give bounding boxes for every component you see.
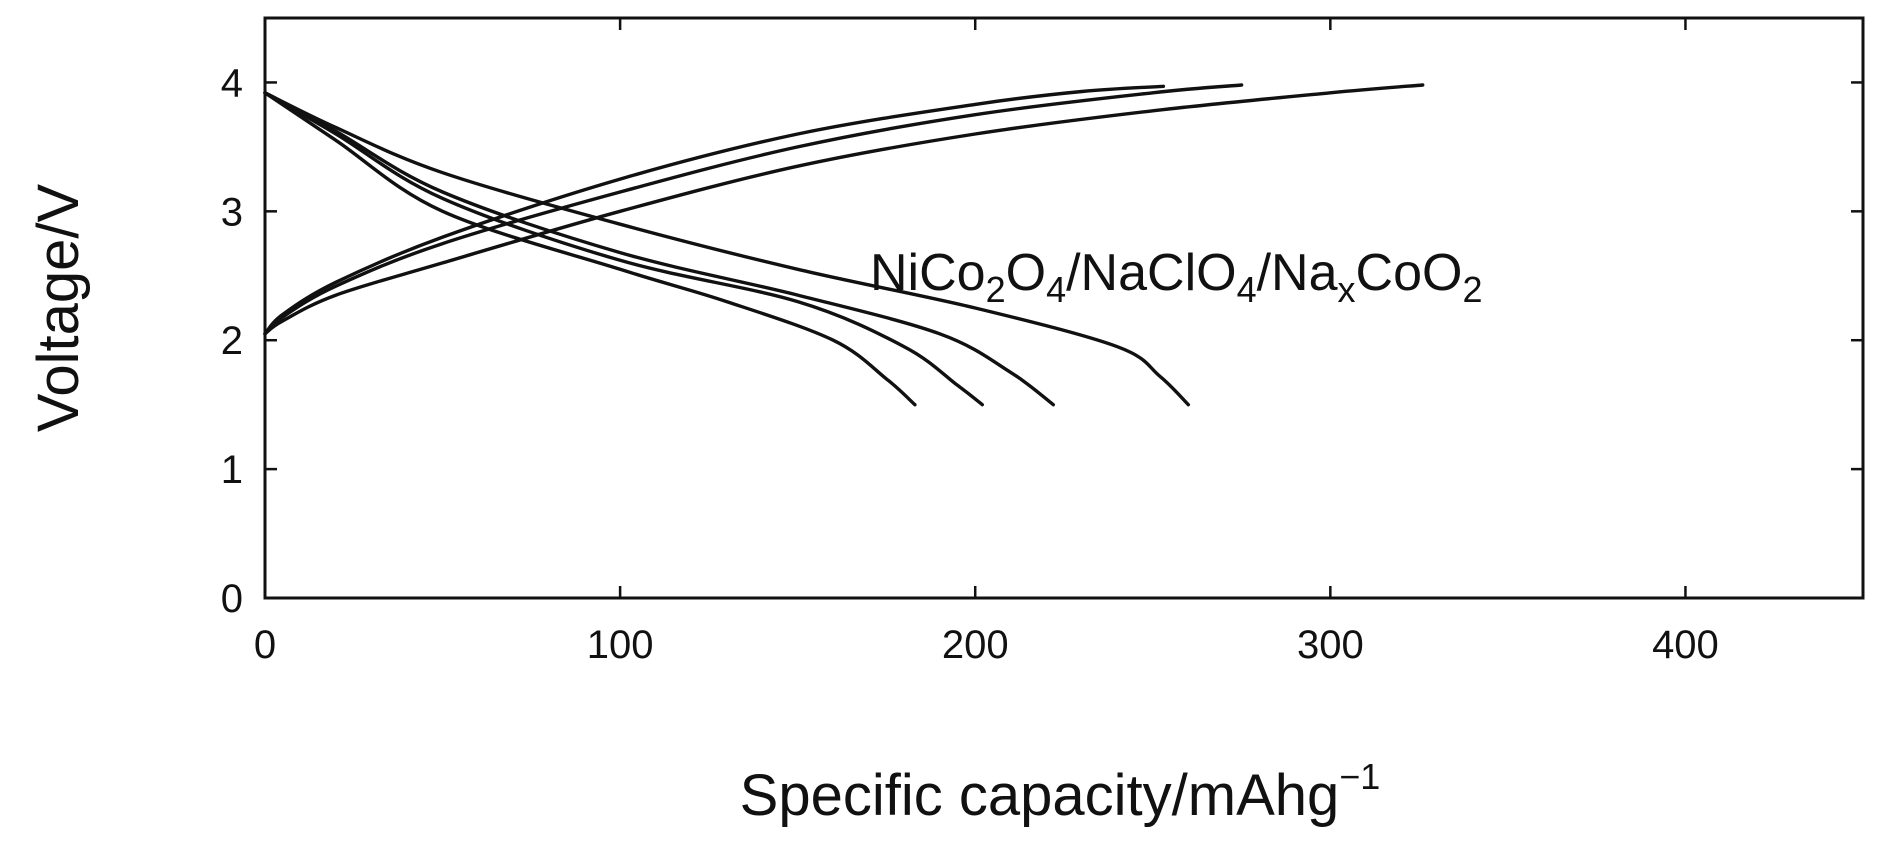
discharge-curve-6 [263,91,1055,407]
y-tick-label: 2 [221,319,243,363]
annotation-part: 2 [1462,269,1482,310]
charge-curve-1 [263,84,1166,336]
charge-curve-3 [263,83,1425,336]
annotation-part: NiCo [870,244,986,302]
x-axis-title-text: Specific capacity/mAhg [740,763,1340,828]
y-tick-label: 1 [221,448,243,492]
discharge-curve-4 [263,91,917,407]
x-tick-label: 0 [254,623,276,667]
y-tick-label: 4 [221,61,243,105]
discharge-curve-5 [263,91,984,407]
y-axis-ticks: 0 1 2 3 4 [221,61,1863,621]
annotation-part: CoO [1356,244,1463,302]
annotation-part: 4 [1046,269,1066,310]
x-tick-label: 100 [587,623,654,667]
y-axis-title: Voltage/V [26,184,91,433]
y-tick-label: 0 [221,577,243,621]
annotation-part: O [1006,244,1046,302]
x-tick-label: 400 [1652,623,1719,667]
x-axis-title: Specific capacity/mAhg−1 [740,756,1381,828]
annotation-part: 4 [1237,269,1257,310]
x-tick-label: 300 [1297,623,1364,667]
discharge-curve-7 [263,91,1190,407]
annotation-part: x [1338,269,1356,310]
chart-annotation: NiCo2O4/NaClO4/NaxCoO2 [870,244,1482,310]
y-tick-label: 3 [221,190,243,234]
charge-curve-2 [263,83,1244,336]
x-axis-ticks: 0 100 200 300 400 [254,18,1719,667]
annotation-part: /NaClO [1066,244,1236,302]
annotation-part: /Na [1257,244,1338,302]
plot-frame [263,16,1865,600]
x-tick-label: 200 [942,623,1009,667]
annotation-part: 2 [986,269,1006,310]
curves-group [263,83,1425,407]
x-axis-title-exponent: −1 [1339,756,1380,797]
